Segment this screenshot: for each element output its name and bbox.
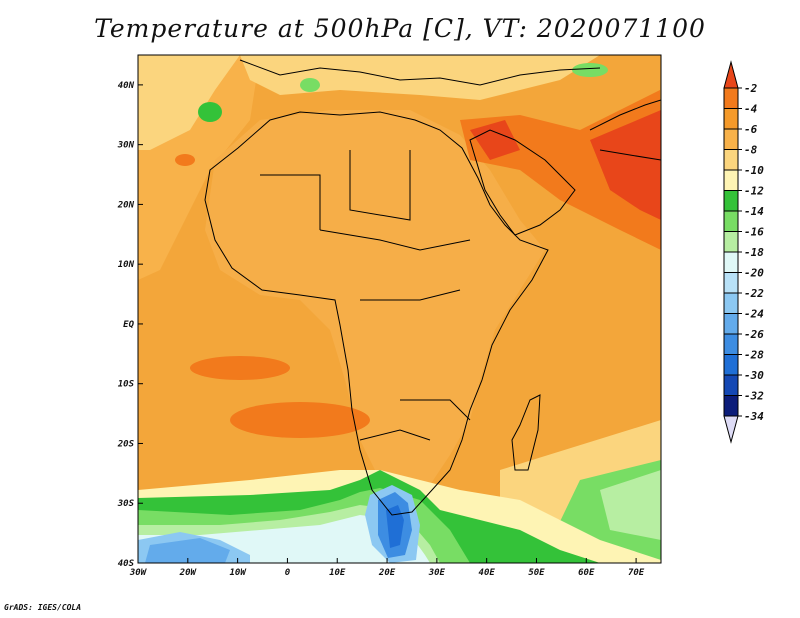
colorbar-swatch: [723, 190, 739, 212]
colorbar-label: -26: [744, 328, 764, 341]
colorbar-swatch: [723, 87, 739, 109]
lon-tick-label: 30E: [428, 568, 446, 578]
colorbar-label: -10: [744, 164, 764, 177]
colorbar-label: -18: [744, 246, 764, 259]
temperature-map: [138, 55, 661, 563]
colorbar-label: -16: [744, 226, 764, 239]
lon-tick-label: 70E: [628, 568, 645, 578]
longitude-axis: 30W 20W 10W 0 10E 20E 30E 40E 50E 60E 70E: [129, 558, 645, 578]
lon-tick-label: 10E: [329, 568, 346, 578]
lat-tick-label: 40S: [118, 559, 135, 569]
colorbar-label: -14: [744, 205, 764, 218]
lon-tick-label: 20E: [378, 568, 396, 578]
colorbar-top-arrow: [723, 60, 739, 89]
map-title: Temperature at 500hPa [C], VT: 202007110…: [94, 14, 706, 43]
colorbar-label: -32: [744, 390, 764, 403]
colorbar-swatch: [723, 374, 739, 396]
lon-tick-label: 40E: [479, 568, 496, 578]
colorbar-swatch: [723, 149, 739, 171]
colorbar-label: -34: [744, 410, 764, 423]
lon-tick-label: 0: [285, 568, 291, 578]
colorbar-swatch: [723, 313, 739, 335]
lon-tick-label: 20W: [179, 568, 198, 578]
lat-tick-label: 20N: [117, 200, 135, 210]
colorbar-swatch: [723, 333, 739, 355]
lat-tick-label: 10S: [118, 380, 135, 390]
lat-tick-label: 20S: [117, 439, 135, 449]
colorbar-label: -8: [744, 144, 758, 157]
colorbar-swatch: [723, 395, 739, 417]
coastline: [204, 59, 661, 516]
colorbar-bottom-arrow: [723, 415, 739, 444]
colorbar-label: -28: [744, 349, 764, 362]
map-frame: [137, 54, 662, 564]
colorbar-swatch: [723, 251, 739, 273]
lat-tick-label: EQ: [123, 320, 134, 330]
colorbar-label: -6: [744, 123, 758, 136]
colorbar-label: -4: [744, 103, 758, 116]
colorbar-swatch: [723, 272, 739, 294]
lon-tick-label: 30W: [129, 568, 148, 578]
lon-tick-label: 10W: [229, 568, 247, 578]
colorbar-label: -2: [744, 82, 758, 95]
colorbar-swatch: [723, 128, 739, 150]
lat-tick-label: 30N: [117, 141, 135, 151]
lat-tick-label: 10N: [118, 260, 135, 270]
lat-tick-label: 30S: [117, 499, 135, 509]
grads-credit: GrADS: IGES/COLA: [4, 603, 82, 612]
lon-tick-label: 60E: [578, 568, 595, 578]
latitude-axis: 40N 30N 20N 10N EQ 10S 20S 30S 40S: [117, 81, 143, 569]
colorbar-label: -30: [744, 369, 764, 382]
colorbar-swatch: [723, 354, 739, 376]
colorbar-swatch: [723, 231, 739, 253]
colorbar: -2 -4 -6 -8 -10 -12 -14 -16 -18 -20 -22 -24 -26 -28 -3…: [723, 60, 764, 444]
colorbar-label: -22: [744, 287, 764, 300]
lat-tick-label: 40N: [118, 81, 135, 91]
colorbar-swatch: [723, 108, 739, 130]
colorbar-label: -20: [744, 267, 764, 280]
colorbar-label: -12: [744, 185, 764, 198]
colorbar-swatch: [723, 292, 739, 314]
colorbar-swatch: [723, 169, 739, 191]
colorbar-label: -24: [744, 308, 764, 321]
colorbar-swatch: [723, 210, 739, 232]
lon-tick-label: 50E: [528, 568, 545, 578]
